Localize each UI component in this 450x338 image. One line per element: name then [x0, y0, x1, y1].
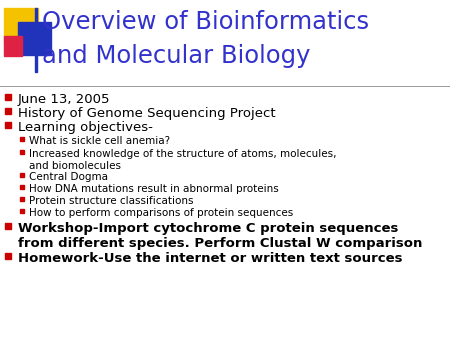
Text: and Molecular Biology: and Molecular Biology	[42, 44, 310, 68]
Bar	[5, 94, 11, 100]
Bar	[18, 22, 51, 55]
Bar	[20, 137, 24, 141]
Bar	[20, 209, 24, 213]
Bar	[5, 122, 11, 128]
Text: Overview of Bioinformatics: Overview of Bioinformatics	[42, 10, 369, 34]
Bar	[5, 223, 11, 229]
Text: Homework-Use the internet or written text sources: Homework-Use the internet or written tex…	[18, 252, 402, 265]
Text: Central Dogma: Central Dogma	[29, 172, 108, 182]
Bar	[20, 197, 24, 201]
Text: Increased knowledge of the structure of atoms, molecules,
and biomolecules: Increased knowledge of the structure of …	[29, 149, 337, 171]
Bar	[5, 253, 11, 259]
Bar	[5, 108, 11, 114]
Text: How to perform comparisons of protein sequences: How to perform comparisons of protein se…	[29, 208, 293, 218]
Bar	[4, 8, 38, 42]
Bar	[20, 150, 24, 154]
Bar	[20, 173, 24, 177]
Text: Workshop-Import cytochrome C protein sequences
from different species. Perform C: Workshop-Import cytochrome C protein seq…	[18, 222, 423, 250]
Text: How DNA mutations result in abnormal proteins: How DNA mutations result in abnormal pro…	[29, 184, 279, 194]
Bar	[20, 185, 24, 189]
Text: Protein structure classifications: Protein structure classifications	[29, 196, 194, 206]
Text: Learning objectives-: Learning objectives-	[18, 121, 153, 134]
Bar	[4, 36, 22, 56]
Text: June 13, 2005: June 13, 2005	[18, 93, 111, 106]
Text: History of Genome Sequencing Project: History of Genome Sequencing Project	[18, 107, 275, 120]
Bar	[35, 8, 37, 72]
Text: What is sickle cell anemia?: What is sickle cell anemia?	[29, 136, 170, 146]
